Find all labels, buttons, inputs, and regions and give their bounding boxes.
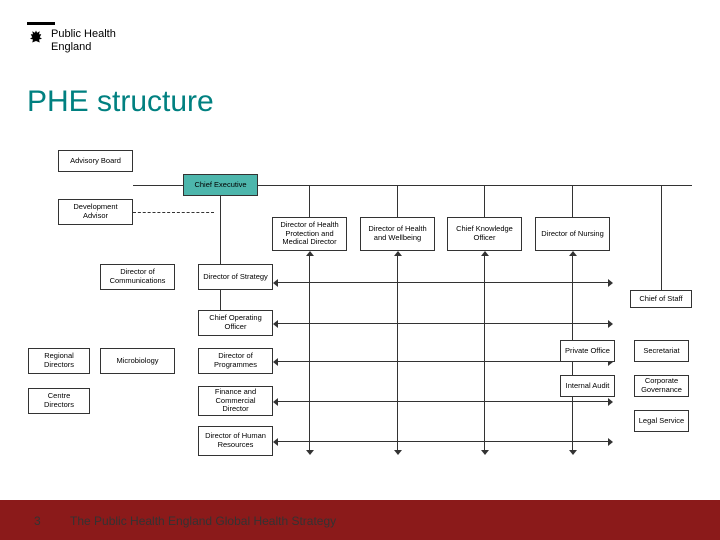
grid-arrow [278,282,608,283]
org-box-ce: Chief Executive [183,174,258,196]
org-box-micro: Microbiology [100,348,175,374]
org-box-rd: Regional Directors [28,348,90,374]
org-box-prog: Director of Programmes [198,348,273,374]
logo-line1: Public Health [51,28,116,41]
connector-dashed [133,212,214,213]
org-box-ls: Legal Service [634,410,689,432]
connector [484,185,485,217]
page-number: 3 [34,514,41,528]
grid-arrow [484,256,485,450]
grid-arrow [397,256,398,450]
grid-arrow [309,256,310,450]
phe-logo: Public Health England [27,28,116,53]
page-title: PHE structure [27,85,214,119]
org-box-po: Private Office [560,340,615,362]
org-box-cd: Centre Directors [28,388,90,414]
org-box-nur: Director of Nursing [535,217,610,251]
grid-arrow [278,323,608,324]
org-box-comms: Director of Communications [100,264,175,290]
connector [133,185,183,186]
org-chart: Advisory Board Chief Executive Development… [0,150,720,490]
org-box-hp: Director of Health Protection and Medica… [272,217,347,251]
connector [572,185,573,217]
logo-top-border [27,22,55,25]
connector [220,196,221,310]
connector [397,185,398,217]
org-box-strat: Director of Strategy [198,264,273,290]
org-box-dev: Development Advisor [58,199,133,225]
grid-arrow [278,361,608,362]
connector [661,185,662,290]
org-box-coo: Chief Operating Officer [198,310,273,336]
logo-line2: England [51,41,116,54]
org-box-sec: Secretariat [634,340,689,362]
connector [309,185,310,217]
crown-icon [27,29,45,52]
org-box-cg: Corporate Governance [634,375,689,397]
org-box-hw: Director of Health and Wellbeing [360,217,435,251]
org-box-ko: Chief Knowledge Officer [447,217,522,251]
org-box-fin: Finance and Commercial Director [198,386,273,416]
org-box-ia: Internal Audit [560,375,615,397]
logo-text: Public Health England [51,28,116,53]
connector [258,185,692,186]
footer-text: The Public Health England Global Health … [70,514,336,528]
org-box-cos: Chief of Staff [630,290,692,308]
grid-arrow [278,441,608,442]
org-box-hr: Director of Human Resources [198,426,273,456]
grid-arrow [278,401,608,402]
org-box-advisory: Advisory Board [58,150,133,172]
